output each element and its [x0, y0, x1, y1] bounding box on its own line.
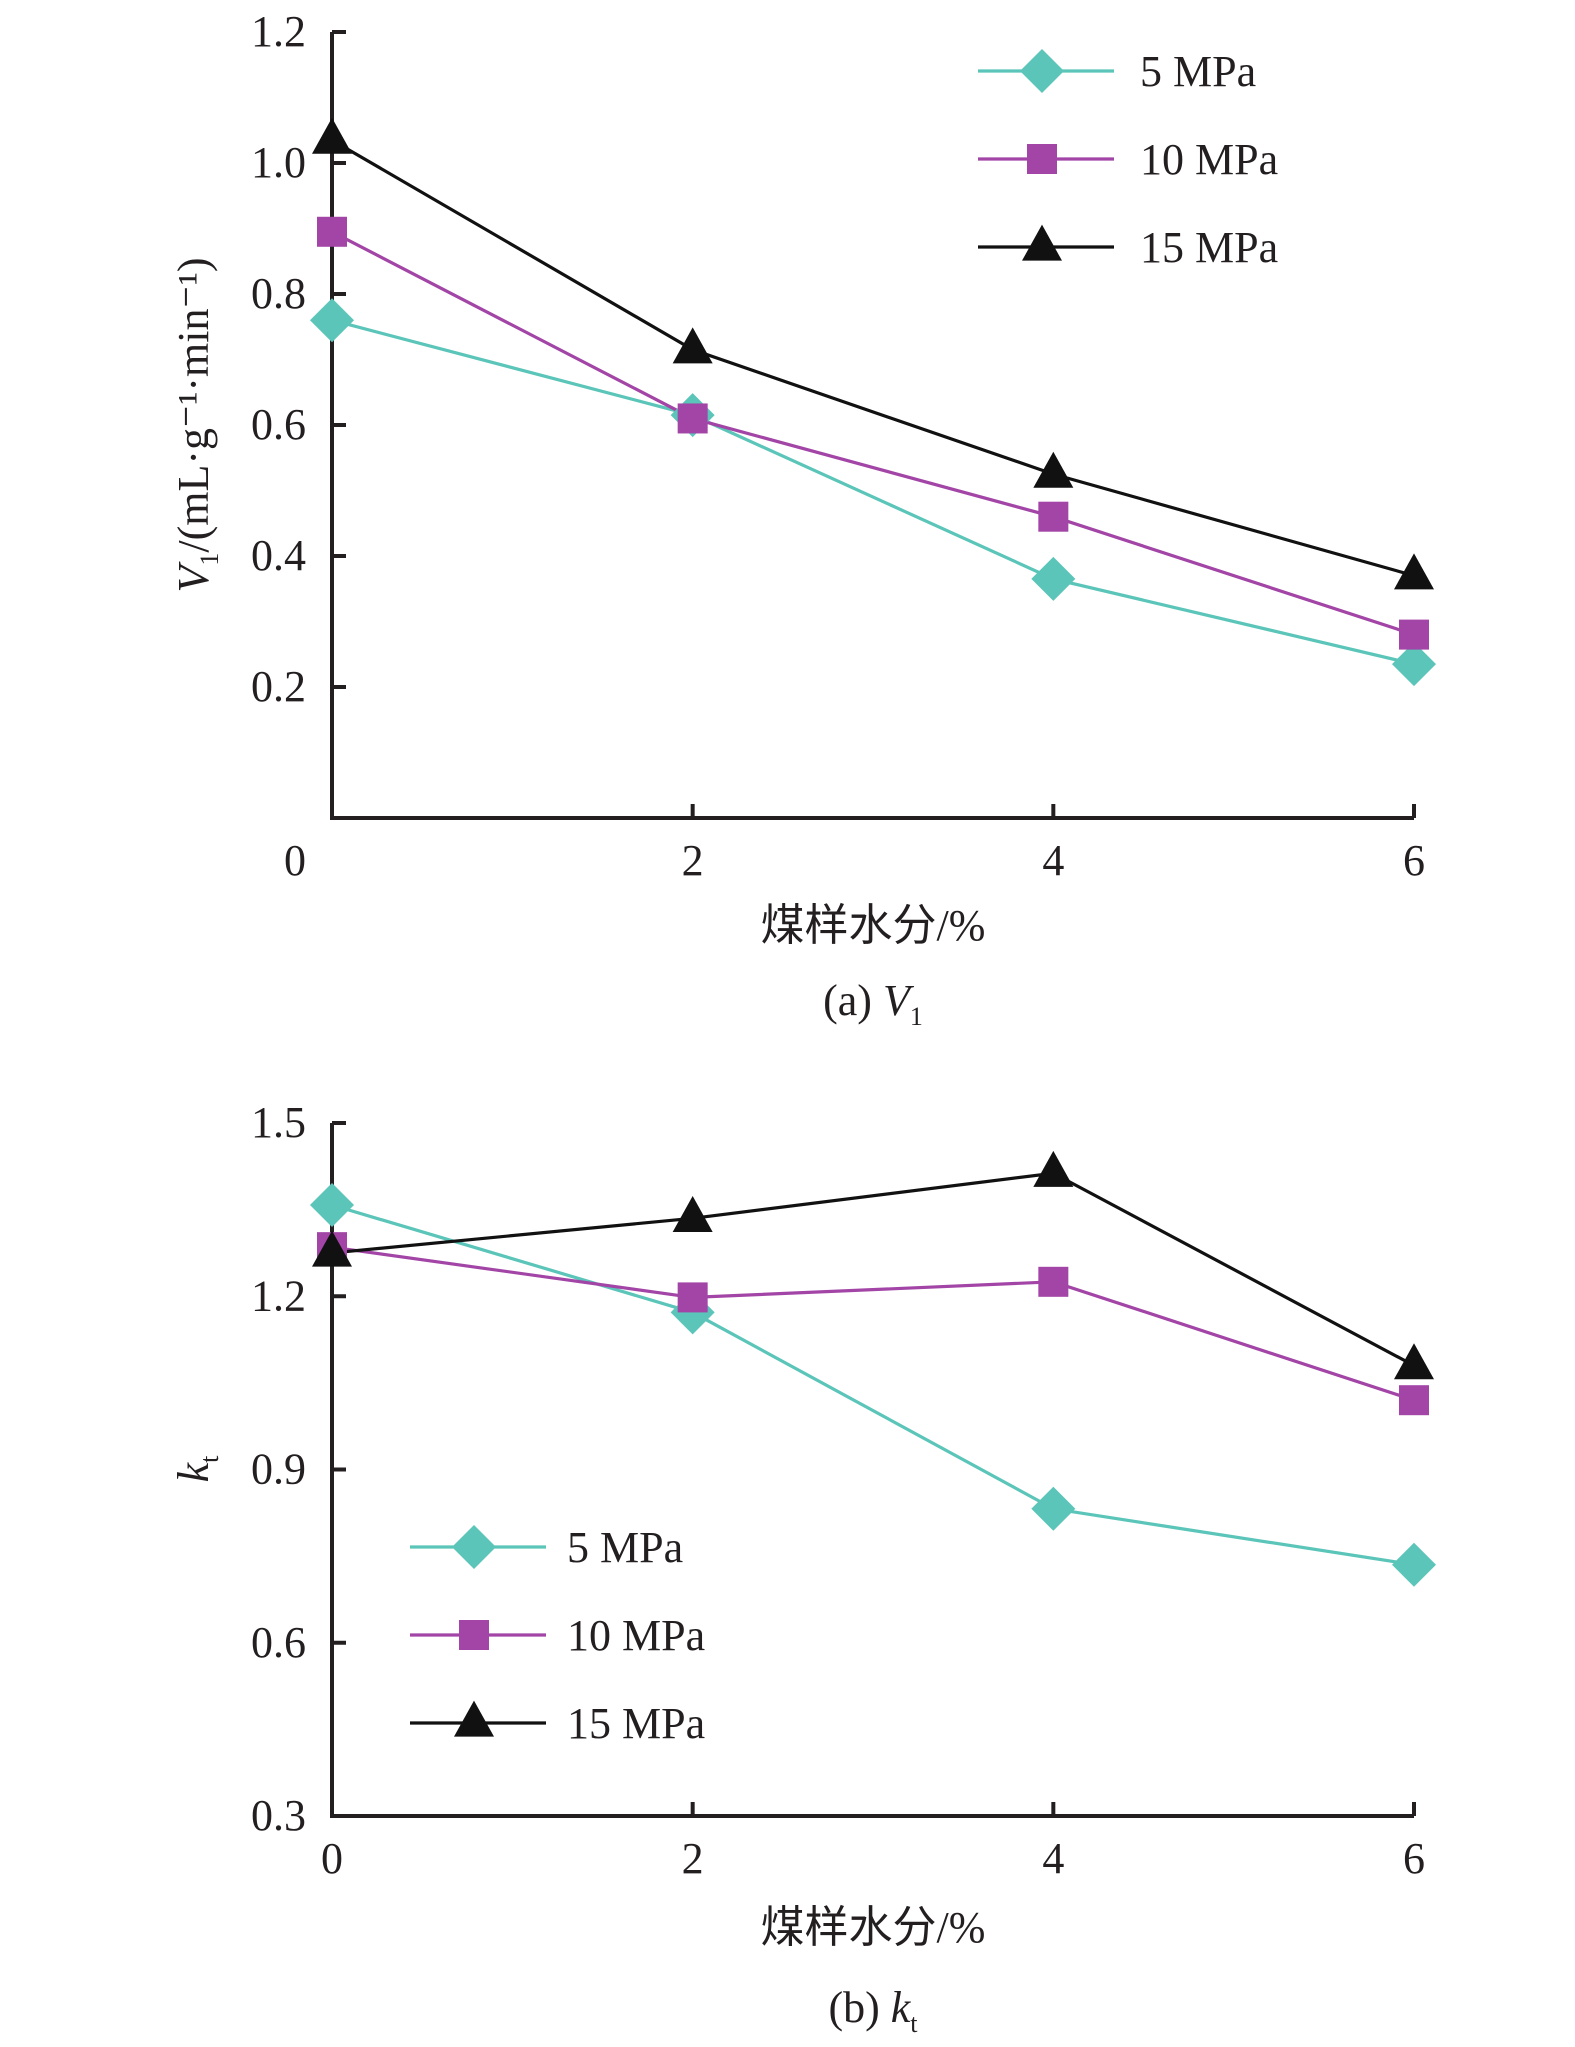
- legend-square-icon: [459, 1620, 489, 1650]
- data-point-15-mpa: [1033, 451, 1074, 488]
- legend-item-15-mpa: 15 MPa: [978, 223, 1278, 272]
- x-tick-label: 4: [1042, 836, 1064, 885]
- y-tick-label: 1.5: [251, 1098, 306, 1147]
- chart-b-y-ticks: 0.3 0.6 0.9 1.2 1.5: [251, 1098, 346, 1840]
- chart-a-caption-prefix: (a): [823, 976, 883, 1025]
- data-point-5-mpa: [310, 298, 354, 343]
- chart-a-y-axis-sub: 1: [195, 553, 224, 566]
- legend-square-icon: [1027, 144, 1057, 174]
- data-point-15-mpa: [672, 327, 713, 364]
- x-tick-label: 6: [1403, 836, 1425, 885]
- legend-label: 5 MPa: [1140, 47, 1256, 96]
- chart-b-series: [310, 1150, 1436, 1587]
- chart-a-legend: 5 MPa 10 MPa 15 MPa: [978, 47, 1278, 272]
- y-tick-label: 0.8: [251, 269, 306, 318]
- x-tick-label: 4: [1042, 1834, 1064, 1883]
- series-line-15-mpa: [331, 1171, 1415, 1367]
- chart-a-y-ticks: 0.2 0.4 0.6 0.8 1.0 1.2: [251, 7, 346, 711]
- x-tick-label: 0: [284, 836, 306, 885]
- chart-a-caption-sub: 1: [910, 1002, 923, 1031]
- series-line-10-mpa: [331, 1245, 1415, 1402]
- chart-b-x-axis-title: 煤样水分/%: [761, 1903, 986, 1952]
- legend-label: 10 MPa: [1140, 135, 1278, 184]
- y-tick-label: 0.6: [251, 400, 306, 449]
- data-point-15-mpa: [1033, 1150, 1074, 1187]
- data-point-15-mpa: [1394, 553, 1434, 590]
- chart-b-y-axis-var: k: [169, 1461, 218, 1482]
- data-point-5-mpa: [1031, 556, 1076, 601]
- legend-item-10-mpa: 10 MPa: [978, 135, 1278, 184]
- legend-label: 5 MPa: [567, 1523, 683, 1572]
- chart-a-caption-var: V: [883, 976, 915, 1025]
- data-point-5-mpa: [1392, 642, 1436, 687]
- series-line-5-mpa: [331, 318, 1415, 666]
- data-point-10-mpa: [677, 1282, 708, 1313]
- data-point-5-mpa: [1392, 1542, 1436, 1587]
- x-tick-label: 2: [682, 1834, 704, 1883]
- legend-diamond-icon: [452, 1525, 496, 1569]
- chart-b-kt: 0.3 0.6 0.9 1.2 1.5 0 2 4 6 5 MPa 10 MPa 15 MPa 煤…: [169, 1098, 1436, 2038]
- chart-a-series: [310, 117, 1436, 687]
- series-line-10-mpa: [331, 230, 1415, 637]
- chart-b-caption: (b) kt: [828, 1983, 918, 2038]
- chart-a-x-ticks: 0 2 4 6: [284, 804, 1425, 885]
- series-line-15-mpa: [331, 138, 1415, 578]
- chart-a-y-axis-unit: /(mL·g⁻¹·min⁻¹): [169, 257, 218, 552]
- chart-b-caption-sub: t: [910, 2009, 918, 2038]
- data-point-10-mpa: [677, 403, 708, 434]
- data-point-15-mpa: [312, 1230, 352, 1267]
- data-point-10-mpa: [317, 216, 347, 247]
- y-tick-label: 1.2: [251, 7, 306, 56]
- chart-b-y-axis-title: kt: [169, 1455, 224, 1483]
- legend-item-5-mpa: 5 MPa: [410, 1523, 683, 1572]
- legend-label: 15 MPa: [1140, 223, 1278, 272]
- data-point-10-mpa: [1399, 619, 1429, 650]
- chart-b-legend: 5 MPa 10 MPa 15 MPa: [410, 1523, 705, 1748]
- y-tick-label: 1.0: [251, 138, 306, 187]
- data-point-15-mpa: [312, 117, 352, 154]
- chart-b-x-ticks: 0 2 4 6: [321, 1802, 1425, 1883]
- chart-b-axes: [330, 1123, 1414, 1818]
- y-tick-label: 0.4: [251, 531, 306, 580]
- chart-a-y-axis-var: V: [169, 561, 218, 593]
- legend-item-15-mpa: 15 MPa: [410, 1699, 705, 1748]
- data-point-10-mpa: [1038, 1266, 1069, 1297]
- x-tick-label: 0: [321, 1834, 343, 1883]
- series-line-5-mpa: [331, 1203, 1415, 1567]
- chart-b-y-axis-sub: t: [195, 1455, 224, 1463]
- y-tick-label: 0.9: [251, 1445, 306, 1494]
- data-point-5-mpa: [310, 1183, 354, 1228]
- chart-b-caption-var: k: [891, 1983, 912, 2032]
- legend-label: 10 MPa: [567, 1611, 705, 1660]
- y-tick-label: 0.6: [251, 1618, 306, 1667]
- legend-triangle-icon: [1022, 224, 1062, 261]
- y-tick-label: 0.3: [251, 1791, 306, 1840]
- chart-b-caption-prefix: (b): [828, 1983, 890, 2032]
- y-tick-label: 1.2: [251, 1271, 306, 1320]
- chart-a-x-axis-title: 煤样水分/%: [761, 901, 986, 950]
- chart-a-y-axis-title: V1/(mL·g⁻¹·min⁻¹): [169, 257, 224, 592]
- chart-a-caption: (a) V1: [823, 976, 923, 1031]
- legend-label: 15 MPa: [567, 1699, 705, 1748]
- x-tick-label: 2: [682, 836, 704, 885]
- data-point-10-mpa: [1399, 1385, 1429, 1416]
- data-point-15-mpa: [672, 1195, 713, 1232]
- data-point-15-mpa: [1394, 1343, 1434, 1380]
- x-tick-label: 6: [1403, 1834, 1425, 1883]
- data-point-10-mpa: [1038, 501, 1069, 532]
- data-point-5-mpa: [1031, 1486, 1076, 1531]
- legend-diamond-icon: [1020, 49, 1064, 93]
- y-tick-label: 0.2: [251, 662, 306, 711]
- legend-item-10-mpa: 10 MPa: [410, 1611, 705, 1660]
- legend-item-5-mpa: 5 MPa: [978, 47, 1256, 96]
- legend-triangle-icon: [454, 1700, 494, 1737]
